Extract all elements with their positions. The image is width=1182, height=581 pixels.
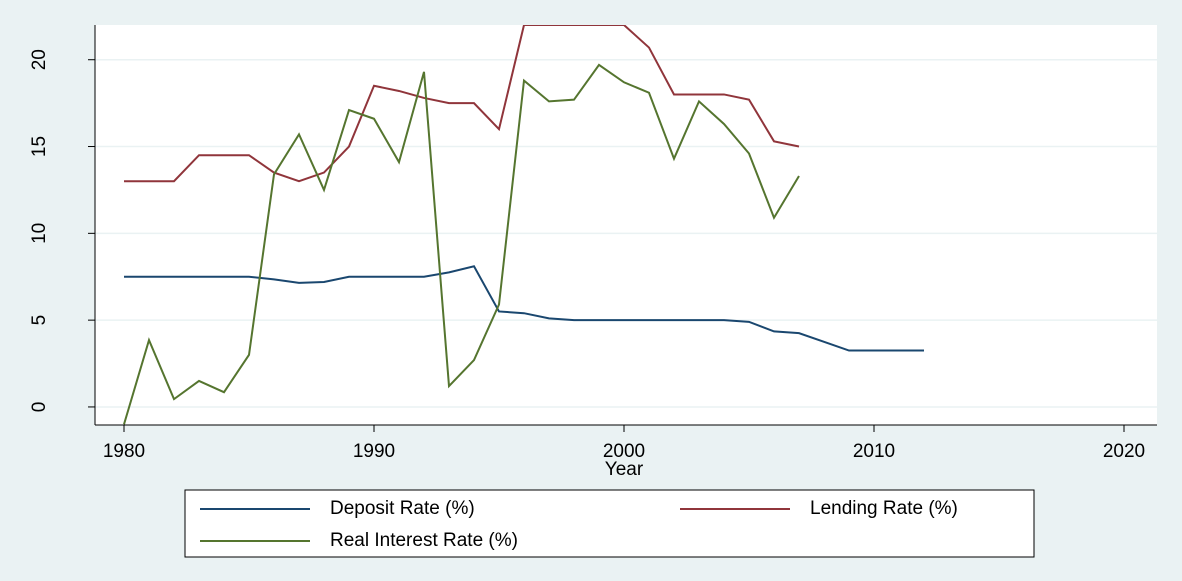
legend-label: Lending Rate (%) bbox=[810, 498, 958, 519]
legend bbox=[184, 489, 1035, 558]
x-tick-label: 1980 bbox=[103, 441, 145, 462]
y-tick-label: 10 bbox=[29, 223, 50, 244]
data-line bbox=[123, 63, 800, 425]
y-tick-label: 20 bbox=[29, 49, 50, 70]
plot-area bbox=[95, 25, 1157, 425]
x-tick-label: 2020 bbox=[1103, 441, 1145, 462]
x-tick-label: 2010 bbox=[853, 441, 895, 462]
x-tick-label: 2000 bbox=[603, 441, 645, 462]
x-axis-label: Year bbox=[605, 459, 644, 480]
y-tick-label: 5 bbox=[29, 315, 50, 326]
legend-label: Real Interest Rate (%) bbox=[330, 530, 518, 551]
data-line bbox=[124, 265, 924, 352]
x-tick-label: 1990 bbox=[353, 441, 395, 462]
data-line bbox=[124, 25, 800, 183]
legend-label: Deposit Rate (%) bbox=[330, 498, 475, 519]
y-tick-label: 15 bbox=[29, 136, 50, 157]
y-tick-label: 0 bbox=[29, 402, 50, 413]
